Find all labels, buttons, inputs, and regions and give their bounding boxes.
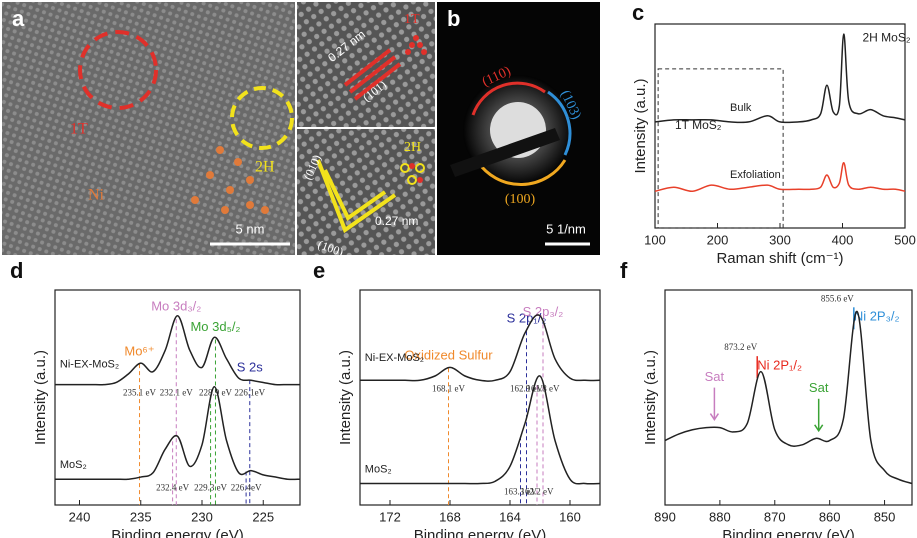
x-axis-label: Raman shift (cm⁻¹) — [716, 250, 843, 267]
x-tick-label: 235 — [130, 509, 152, 524]
x-tick-label: 240 — [69, 509, 91, 524]
x-tick-label: 164 — [499, 509, 521, 524]
x-tick-label: 500 — [894, 232, 916, 247]
peak-name: Mo 3d₃/₂ — [151, 299, 201, 314]
series-label: Bulk — [730, 102, 752, 114]
highlight-range — [658, 69, 783, 228]
panel-label: e — [313, 258, 325, 283]
phase-label: 1T — [70, 121, 88, 138]
y-axis-label: Intensity (a.u.) — [642, 350, 659, 445]
x-tick-label: 850 — [874, 509, 896, 524]
x-axis-label: Binding energy (eV) — [111, 527, 244, 538]
spectrum-line — [655, 34, 905, 122]
x-tick-label: 880 — [709, 509, 731, 524]
peak-name: Mo 3d₅/₂ — [190, 319, 240, 334]
plot-frame — [360, 290, 600, 505]
peak-value: 229.3 eV — [194, 482, 227, 492]
scale-bar-label: 5 1/nm — [546, 221, 586, 236]
peak-name: Ni 2P₁/₂ — [757, 358, 802, 373]
y-axis-label: Intensity (a.u.) — [632, 78, 649, 173]
spectrum-line — [55, 316, 300, 385]
x-tick-label: 300 — [769, 232, 791, 247]
panel-label: c — [632, 0, 644, 25]
peak-name: Sat — [809, 380, 829, 395]
peak-value: 873.2 eV — [724, 342, 757, 352]
ring-label: (100) — [505, 192, 536, 207]
saed-image: b (110) (103) (100) 5 1/nm — [437, 2, 600, 255]
x-tick-label: 890 — [654, 509, 676, 524]
phase-label: 2H — [404, 140, 421, 155]
peak-name: S 2p₃/₂ — [523, 304, 564, 319]
peak-name: Ni 2P₃/₂ — [854, 309, 900, 324]
x-tick-label: 230 — [191, 509, 213, 524]
peak-value: 235.1 eV — [123, 388, 156, 398]
peak-value: 232.4 eV — [156, 482, 189, 492]
dopant-label: Ni — [88, 187, 105, 204]
x-tick-label: 100 — [644, 232, 666, 247]
peak-value: 162.2 eV — [521, 487, 554, 497]
scale-bar-label: 5 nm — [236, 221, 265, 236]
annotation: 2H MoS₂ — [863, 30, 911, 44]
x-tick-label: 225 — [252, 509, 274, 524]
series-label: MoS₂ — [365, 463, 392, 475]
spectrum-line — [665, 311, 912, 483]
series-label: Ni-EX-MoS₂ — [365, 352, 424, 364]
spectrum-line — [360, 376, 600, 484]
x-tick-label: 200 — [707, 232, 729, 247]
x-axis-label: Binding energy (eV) — [414, 527, 547, 538]
series-label: Exfoliation — [730, 169, 781, 181]
peak-value: 226.1eV — [234, 388, 265, 398]
tem-image: a 1T 2H Ni 5 nm 0.27 nm (101) 1T (010) (… — [2, 2, 435, 259]
x-tick-label: 860 — [819, 509, 841, 524]
panel-label: a — [12, 6, 25, 31]
x-tick-label: 168 — [439, 509, 461, 524]
x-tick-label: 160 — [559, 509, 581, 524]
spacing-label: 0.27 nm — [375, 214, 418, 228]
x-tick-label: 400 — [832, 232, 854, 247]
peak-name: Sat — [705, 369, 725, 384]
phase-label: 1T — [404, 12, 420, 27]
peak-value: 168.1 eV — [432, 383, 465, 393]
peak-name: Mo⁶⁺ — [124, 344, 154, 359]
peak-value: 226.4eV — [231, 482, 262, 492]
spectrum-line — [55, 387, 300, 480]
figure: a 1T 2H Ni 5 nm 0.27 nm (101) 1T (010) (… — [0, 0, 917, 538]
series-label: Ni-EX-MoS₂ — [60, 359, 119, 371]
panel-label: b — [447, 6, 460, 31]
y-axis-label: Intensity (a.u.) — [32, 350, 49, 445]
peak-value: 232.1 eV — [160, 388, 193, 398]
panel-label: f — [620, 258, 628, 283]
x-axis-label: Binding energy (eV) — [722, 527, 855, 538]
y-axis-label: Intensity (a.u.) — [337, 350, 354, 445]
x-tick-label: 172 — [379, 509, 401, 524]
panel-label: d — [10, 258, 23, 283]
phase-label: 2H — [255, 159, 275, 176]
peak-name: S 2s — [237, 360, 264, 375]
series-label: MoS₂ — [60, 459, 87, 471]
peak-value: 855.6 eV — [821, 293, 854, 303]
x-tick-label: 870 — [764, 509, 786, 524]
